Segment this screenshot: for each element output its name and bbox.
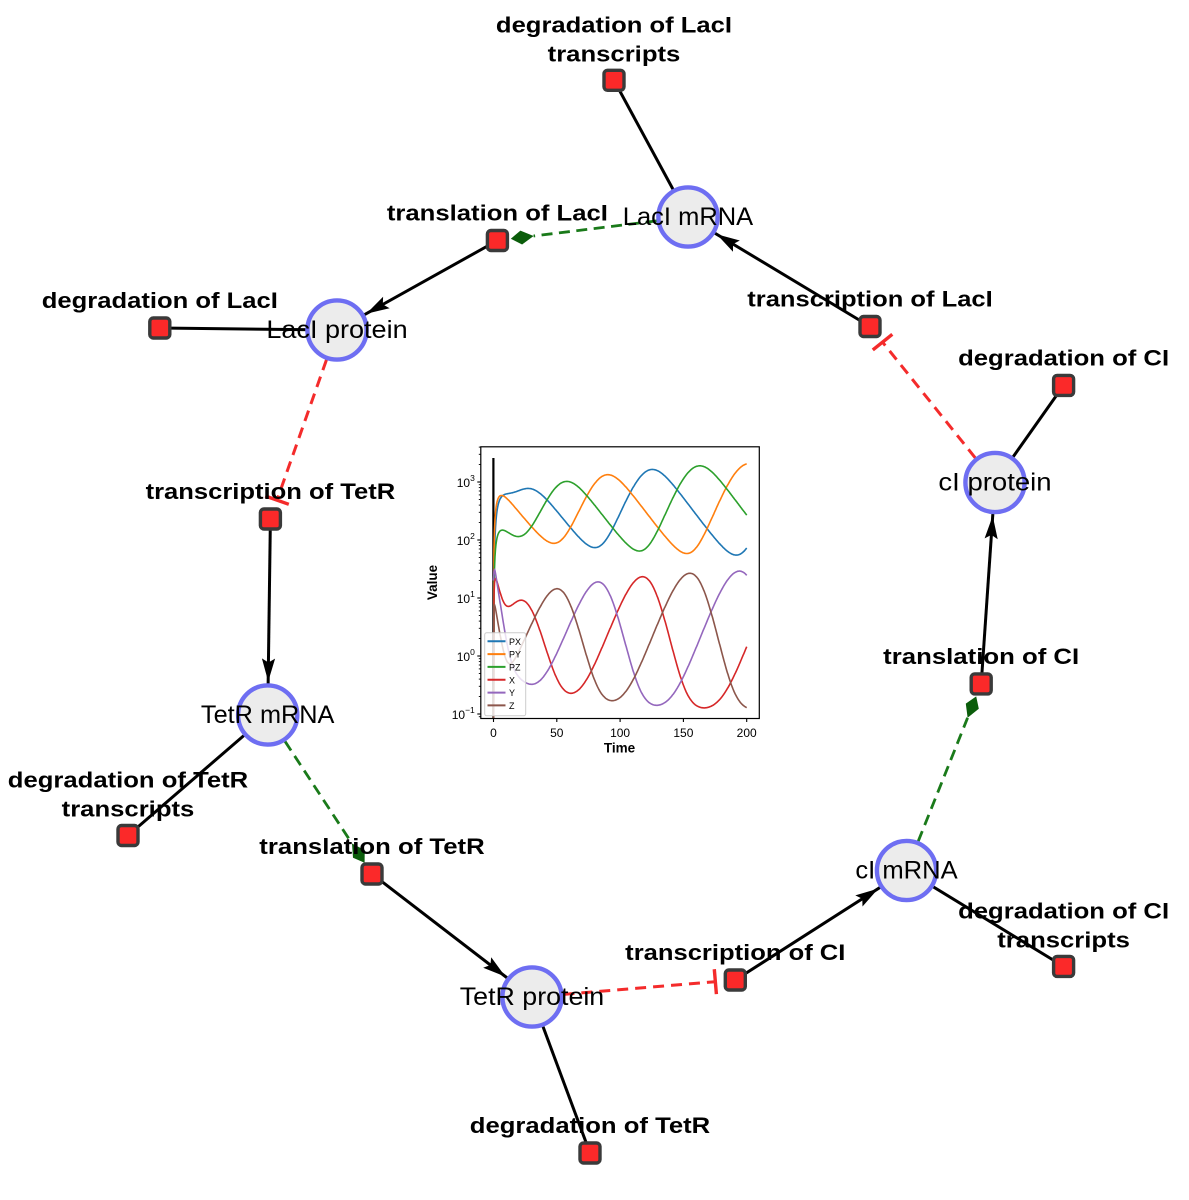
svg-text:degradation of TetR: degradation of TetR [470, 1113, 711, 1138]
svg-text:degradation of LacI: degradation of LacI [496, 12, 732, 37]
svg-text:Y: Y [509, 688, 515, 698]
svg-text:degradation of CI: degradation of CI [958, 898, 1169, 923]
svg-text:PY: PY [509, 650, 521, 660]
svg-text:translation of CI: translation of CI [883, 644, 1079, 669]
svg-text:cI protein: cI protein [938, 469, 1051, 497]
svg-text:transcripts: transcripts [62, 797, 195, 822]
svg-text:200: 200 [737, 726, 757, 740]
svg-text:degradation of TetR: degradation of TetR [8, 768, 249, 793]
svg-text:degradation of LacI: degradation of LacI [42, 288, 278, 313]
svg-text:transcription of TetR: transcription of TetR [146, 479, 396, 504]
svg-text:TetR protein: TetR protein [460, 983, 604, 1011]
svg-text:TetR mRNA: TetR mRNA [201, 701, 335, 729]
svg-text:150: 150 [673, 726, 693, 740]
svg-text:100: 100 [610, 726, 630, 740]
svg-text:PX: PX [509, 637, 521, 647]
svg-text:translation of LacI: translation of LacI [387, 201, 608, 226]
svg-text:Z: Z [509, 701, 515, 711]
svg-text:Value: Value [425, 564, 440, 600]
svg-text:LacI mRNA: LacI mRNA [623, 203, 754, 231]
svg-text:PZ: PZ [509, 662, 521, 672]
svg-text:transcription of LacI: transcription of LacI [747, 287, 992, 312]
svg-text:cI mRNA: cI mRNA [855, 857, 958, 885]
svg-text:50: 50 [550, 726, 564, 740]
svg-text:translation of TetR: translation of TetR [259, 834, 485, 859]
svg-text:transcripts: transcripts [548, 41, 681, 66]
svg-text:degradation of CI: degradation of CI [958, 345, 1169, 370]
svg-text:0: 0 [490, 726, 497, 740]
svg-text:LacI protein: LacI protein [266, 316, 407, 344]
svg-text:transcription of CI: transcription of CI [625, 940, 845, 965]
svg-text:X: X [509, 675, 515, 685]
svg-text:Time: Time [604, 741, 636, 756]
svg-text:transcripts: transcripts [997, 927, 1130, 952]
